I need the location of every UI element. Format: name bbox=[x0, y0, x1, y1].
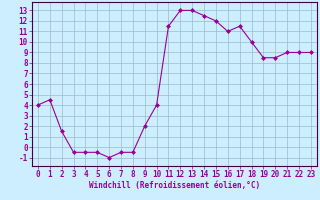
X-axis label: Windchill (Refroidissement éolien,°C): Windchill (Refroidissement éolien,°C) bbox=[89, 181, 260, 190]
